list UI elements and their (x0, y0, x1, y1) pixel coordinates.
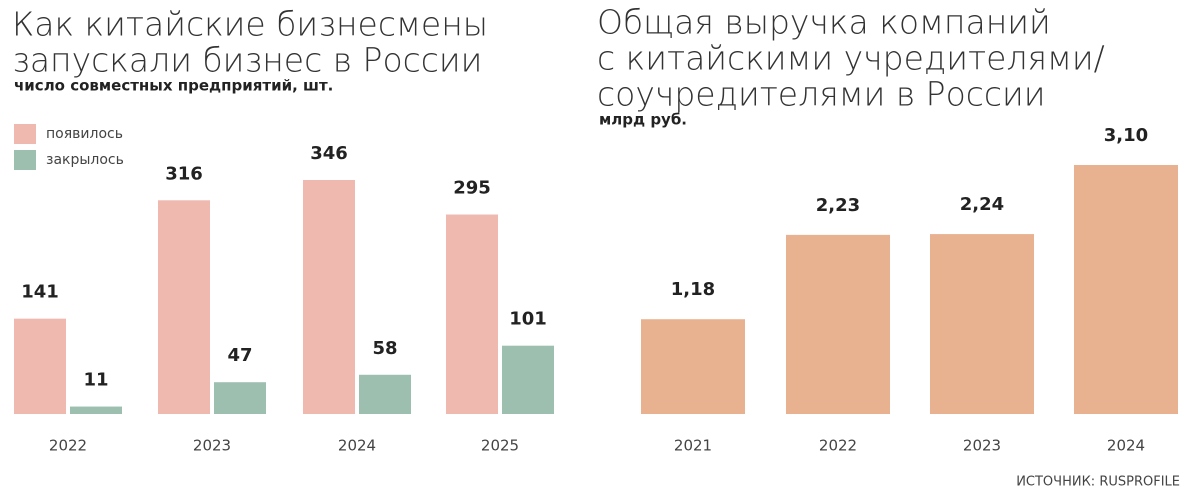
x-tick-label: 2024 (338, 437, 376, 455)
bar (641, 319, 745, 414)
bar (446, 214, 498, 414)
x-tick-label: 2023 (193, 437, 231, 455)
value-label: 346 (310, 143, 348, 164)
value-label: 2,24 (960, 194, 1004, 215)
chart-title: Общая выручка компаний (597, 3, 1051, 42)
bar (359, 374, 411, 414)
value-label: 295 (453, 177, 491, 198)
legend-label: закрылось (46, 152, 124, 168)
bar (1074, 165, 1178, 414)
chart-title: Как китайские бизнесмены (12, 5, 488, 44)
bar (303, 180, 355, 414)
bar (14, 318, 66, 414)
value-label: 58 (372, 338, 397, 359)
x-tick-label: 2023 (963, 437, 1001, 455)
bar (930, 234, 1034, 414)
x-tick-label: 2022 (49, 437, 87, 455)
value-label: 141 (21, 282, 59, 303)
source: ИСТОЧНИК: RUSPROFILE (1016, 475, 1180, 490)
bar (158, 200, 210, 414)
legend-swatch (14, 124, 36, 144)
value-label: 1,18 (671, 279, 715, 300)
bar (786, 234, 890, 414)
value-label: 11 (83, 370, 108, 391)
value-label: 316 (165, 163, 203, 184)
x-tick-label: 2025 (481, 437, 519, 455)
value-label: 47 (227, 345, 252, 366)
legend-label: появилось (46, 126, 123, 142)
chart-subtitle: млрд руб. (599, 111, 687, 129)
chart-title: с китайскими учредителями/ (597, 39, 1105, 78)
x-tick-label: 2021 (674, 437, 712, 455)
legend-swatch (14, 150, 36, 170)
bar (502, 345, 554, 414)
value-label: 2,23 (816, 195, 860, 216)
value-label: 3,10 (1104, 125, 1148, 146)
bar (70, 406, 122, 414)
chart-title: запускали бизнес в России (12, 41, 482, 80)
x-tick-label: 2022 (819, 437, 857, 455)
x-tick-label: 2024 (1107, 437, 1145, 455)
chart-subtitle: число совместных предприятий, шт. (14, 77, 333, 95)
chart-title: соучредителями в России (597, 75, 1046, 114)
value-label: 101 (509, 309, 547, 330)
bar (214, 382, 266, 414)
